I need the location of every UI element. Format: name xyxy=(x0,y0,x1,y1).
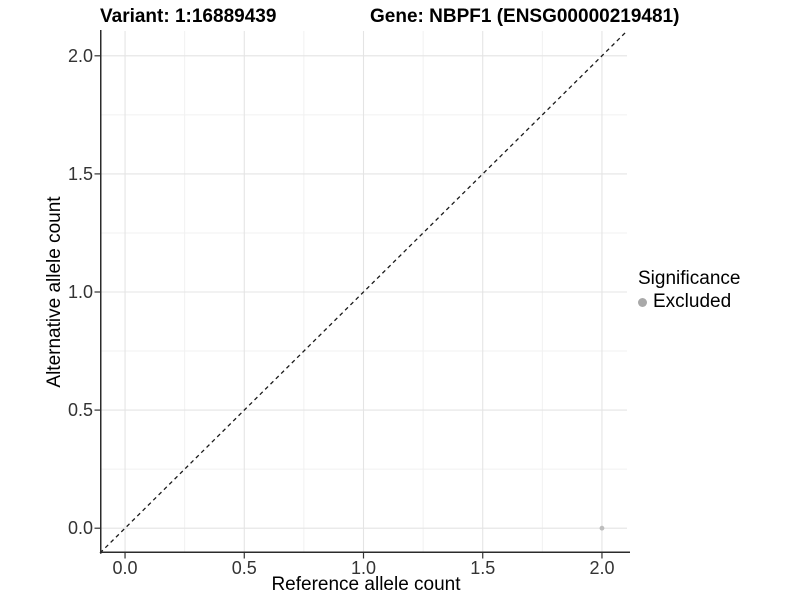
y-tick-label: 2.0 xyxy=(67,45,93,66)
y-tick-label: 1.5 xyxy=(67,163,93,184)
y-tick-label: 0.5 xyxy=(67,400,93,421)
x-tick-label: 1.5 xyxy=(470,558,496,578)
point-marker-icon xyxy=(638,297,647,307)
plot-title-variant: Variant: 1:16889439 xyxy=(100,6,277,27)
x-tick-label: 0.5 xyxy=(231,558,257,578)
y-tick-label: 1.0 xyxy=(67,282,93,302)
x-tick-label: 1.0 xyxy=(350,558,377,578)
plot-canvas xyxy=(94,30,630,559)
legend-title: Significance xyxy=(638,268,741,289)
x-tick-label: 0.0 xyxy=(112,558,138,578)
x-tick-label: 2.0 xyxy=(589,558,615,578)
plot-title-gene: Gene: NBPF1 (ENSG00000219481) xyxy=(370,6,680,27)
y-axis-title: Alternative allele count xyxy=(44,196,65,388)
y-tick-label: 0.0 xyxy=(67,518,93,539)
plot-panel xyxy=(94,30,630,559)
legend-item-excluded: Excluded xyxy=(638,292,740,312)
legend: Significance Excluded xyxy=(638,268,740,312)
legend-item-label: Excluded xyxy=(653,291,732,312)
x-axis-title: Reference allele count xyxy=(271,574,461,595)
